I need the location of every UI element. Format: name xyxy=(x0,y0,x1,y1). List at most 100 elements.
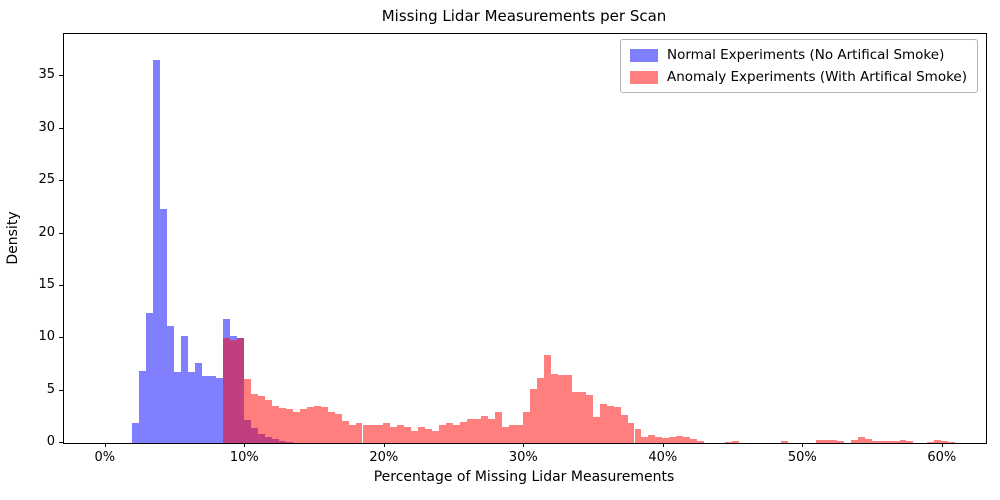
histogram-bars-layer xyxy=(64,34,986,443)
histogram-bar-anomaly xyxy=(446,423,454,443)
histogram-bar-anomaly xyxy=(885,440,893,443)
histogram-bar-anomaly xyxy=(348,425,356,443)
y-tick xyxy=(59,180,63,182)
x-tick xyxy=(383,443,385,447)
x-tick-label: 30% xyxy=(508,450,538,465)
histogram-bar-anomaly xyxy=(508,424,516,443)
x-tick xyxy=(104,443,106,447)
x-tick xyxy=(802,443,804,447)
histogram-bar-anomaly xyxy=(397,425,405,443)
legend-label-normal: Normal Experiments (No Artifical Smoke) xyxy=(667,47,945,63)
histogram-bar-anomaly xyxy=(822,439,830,443)
legend-item-normal: Normal Experiments (No Artifical Smoke) xyxy=(630,47,967,63)
histogram-bar-anomaly xyxy=(229,340,237,443)
histogram-bar-anomaly xyxy=(829,440,837,443)
histogram-bar-anomaly xyxy=(501,427,509,443)
histogram-bar-anomaly xyxy=(467,419,475,443)
histogram-bar-anomaly xyxy=(906,441,914,443)
histogram-bar-normal xyxy=(202,375,210,443)
x-tick xyxy=(941,443,943,447)
histogram-bar-anomaly xyxy=(606,405,614,443)
y-tick xyxy=(59,389,63,391)
histogram-bar-normal xyxy=(132,423,140,443)
histogram-bar-anomaly xyxy=(641,436,649,443)
histogram-bar-anomaly xyxy=(418,427,426,443)
y-tick xyxy=(59,284,63,286)
y-tick-label: 0 xyxy=(46,434,55,449)
x-tick-label: 0% xyxy=(94,450,116,465)
histogram-bar-normal xyxy=(139,370,147,443)
histogram-bar-anomaly xyxy=(334,413,342,443)
legend-label-anomaly: Anomaly Experiments (With Artifical Smok… xyxy=(667,69,967,85)
histogram-bar-normal xyxy=(146,313,154,443)
histogram-bar-anomaly xyxy=(341,421,349,443)
histogram-bar-anomaly xyxy=(780,441,788,443)
histogram-bar-anomaly xyxy=(878,440,886,443)
histogram-bar-anomaly xyxy=(850,439,858,443)
histogram-bar-anomaly xyxy=(432,431,440,443)
histogram-bar-anomaly xyxy=(529,388,537,443)
y-tick-label: 15 xyxy=(38,276,55,292)
histogram-bar-anomaly xyxy=(676,435,684,443)
x-tick-label: 40% xyxy=(648,450,678,465)
histogram-bar-anomaly xyxy=(592,416,600,443)
histogram-bar-normal xyxy=(167,325,175,443)
histogram-bar-anomaly xyxy=(306,406,314,443)
histogram-bar-normal xyxy=(216,378,223,443)
histogram-bar-anomaly xyxy=(278,408,286,443)
legend-swatch-blue xyxy=(630,48,658,62)
histogram-bar-anomaly xyxy=(390,427,398,443)
histogram-bar-anomaly xyxy=(369,424,377,443)
histogram-bar-anomaly xyxy=(515,424,523,443)
legend-swatch-red xyxy=(630,70,658,84)
histogram-bar-anomaly xyxy=(495,411,502,443)
histogram-bar-anomaly xyxy=(355,423,363,443)
histogram-bar-anomaly xyxy=(474,419,482,443)
y-tick xyxy=(59,442,63,443)
y-tick-label: 35 xyxy=(38,67,55,83)
histogram-bar-anomaly xyxy=(564,374,572,443)
histogram-bar-anomaly xyxy=(934,440,942,443)
y-tick xyxy=(59,337,63,339)
histogram-bar-anomaly xyxy=(481,415,489,443)
histogram-bar-anomaly xyxy=(292,411,300,443)
histogram-bar-anomaly xyxy=(836,440,844,443)
histogram-bar-anomaly xyxy=(892,440,900,443)
histogram-bar-normal xyxy=(181,336,189,443)
histogram-bar-anomaly xyxy=(864,439,872,443)
histogram-bar-anomaly xyxy=(320,406,328,443)
histogram-bar-anomaly xyxy=(669,436,677,443)
histogram-bar-anomaly xyxy=(522,411,530,443)
histogram-bar-anomaly xyxy=(585,395,593,443)
y-tick-label: 25 xyxy=(38,172,55,188)
histogram-bar-anomaly xyxy=(662,437,670,443)
histogram-bar-anomaly xyxy=(362,425,370,443)
histogram-bar-anomaly xyxy=(690,438,698,443)
plot-area xyxy=(63,33,987,444)
histogram-bar-anomaly xyxy=(223,338,230,443)
histogram-bar-normal xyxy=(195,363,203,443)
legend-item-anomaly: Anomaly Experiments (With Artifical Smok… xyxy=(630,69,967,85)
histogram-bar-anomaly xyxy=(488,419,495,443)
histogram-bar-anomaly xyxy=(453,424,461,443)
histogram-bar-anomaly xyxy=(250,393,258,443)
x-tick-label: 20% xyxy=(369,450,399,465)
y-tick-label: 30 xyxy=(38,119,55,135)
histogram-bar-anomaly xyxy=(543,355,551,443)
x-tick xyxy=(523,443,525,447)
histogram-bar-anomaly xyxy=(683,437,691,443)
histogram-bar-anomaly xyxy=(313,406,321,443)
histogram-bar-anomaly xyxy=(613,407,621,443)
histogram-bar-anomaly xyxy=(634,429,642,443)
histogram-bar-anomaly xyxy=(411,431,419,443)
y-tick-label: 20 xyxy=(38,224,55,240)
histogram-bar-normal xyxy=(174,371,182,443)
histogram-bar-anomaly xyxy=(578,391,586,443)
y-tick-label: 5 xyxy=(46,381,55,397)
histogram-bar-normal xyxy=(153,59,161,443)
histogram-bar-anomaly xyxy=(439,425,447,443)
histogram-bar-anomaly xyxy=(536,378,544,443)
chart-title: Missing Lidar Measurements per Scan xyxy=(381,7,667,25)
histogram-bar-anomaly xyxy=(285,409,293,443)
histogram-bar-anomaly xyxy=(243,379,251,443)
